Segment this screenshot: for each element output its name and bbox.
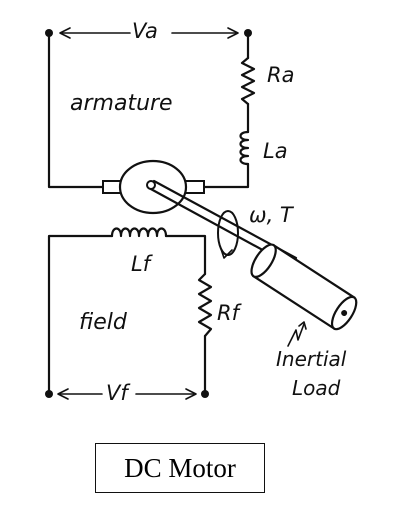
lf-inductor <box>110 227 168 238</box>
load-pointer <box>287 323 305 347</box>
caption-box: DC Motor <box>95 443 265 493</box>
armature-left-wire <box>47 31 112 189</box>
omega-torque-label: ω, T <box>249 203 295 227</box>
rf-resistor <box>197 272 213 338</box>
lf-label: Lf <box>131 252 154 276</box>
field-top-wire <box>164 234 207 276</box>
vf-left-terminal <box>45 390 53 398</box>
armature-circuit <box>45 29 256 189</box>
inertial-load <box>250 243 358 331</box>
armature-label: armature <box>70 91 173 116</box>
rotation-arrow <box>217 210 239 259</box>
shaft-center <box>146 180 156 190</box>
rf-label: Rf <box>217 301 243 325</box>
la-label: La <box>263 139 288 163</box>
vf-right-terminal <box>201 390 209 398</box>
field-label: field <box>79 310 128 335</box>
va-label: Va <box>132 19 158 43</box>
field-circuit <box>45 227 213 398</box>
vf-label: Vf <box>106 381 131 405</box>
armature-right-wire-bottom <box>198 162 250 189</box>
ra-label: Ra <box>267 63 294 87</box>
va-arrow <box>59 27 239 39</box>
caption-text: DC Motor <box>124 452 236 483</box>
vf-arrow <box>57 388 197 400</box>
field-left-wire <box>47 234 114 396</box>
load-label: Load <box>292 376 341 400</box>
inertial-label: Inertial <box>276 347 347 371</box>
la-inductor <box>239 130 250 166</box>
ra-resistor <box>240 56 256 106</box>
